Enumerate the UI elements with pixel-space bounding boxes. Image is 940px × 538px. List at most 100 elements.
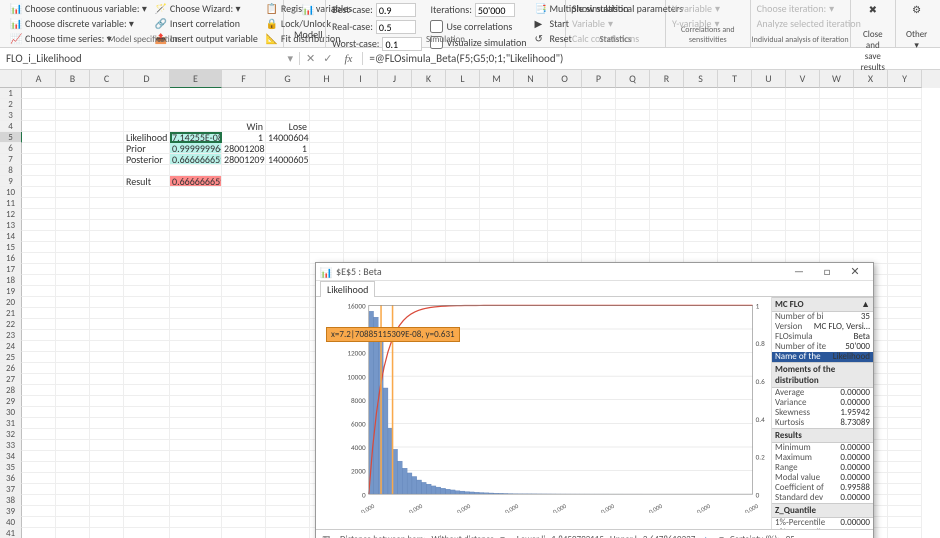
cell[interactable] <box>56 308 90 319</box>
cell[interactable] <box>170 308 222 319</box>
cell[interactable] <box>222 198 266 209</box>
cell[interactable] <box>22 308 56 319</box>
cell[interactable] <box>90 220 124 231</box>
cell[interactable] <box>124 99 170 110</box>
cell[interactable] <box>56 374 90 385</box>
cell[interactable] <box>820 209 854 220</box>
cell[interactable]: Prior <box>124 143 170 154</box>
cell[interactable] <box>170 121 222 132</box>
cell[interactable] <box>22 110 56 121</box>
distance-select[interactable]: Without distance <box>431 534 494 538</box>
cell[interactable] <box>124 451 170 462</box>
cell[interactable] <box>888 286 922 297</box>
cell[interactable] <box>266 396 310 407</box>
cell[interactable] <box>446 154 480 165</box>
row-header[interactable]: 35 <box>0 462 22 473</box>
row-header[interactable]: 4 <box>0 121 22 132</box>
cell[interactable] <box>616 231 650 242</box>
cell[interactable] <box>548 198 582 209</box>
cell[interactable] <box>446 143 480 154</box>
row-header[interactable]: 5 <box>0 132 22 143</box>
cell[interactable] <box>222 275 266 286</box>
cell[interactable] <box>90 451 124 462</box>
cell[interactable] <box>514 99 548 110</box>
cell[interactable] <box>786 198 820 209</box>
cell[interactable] <box>548 110 582 121</box>
cell[interactable] <box>582 132 616 143</box>
cell[interactable] <box>222 506 266 517</box>
cell[interactable] <box>820 187 854 198</box>
cell[interactable] <box>718 231 752 242</box>
cell[interactable] <box>514 88 548 99</box>
cell[interactable] <box>888 132 922 143</box>
cell[interactable] <box>22 143 56 154</box>
cell[interactable] <box>582 242 616 253</box>
cell[interactable]: Likelihood <box>124 132 170 143</box>
cell[interactable] <box>90 308 124 319</box>
cell[interactable] <box>582 121 616 132</box>
cell[interactable] <box>170 451 222 462</box>
cell[interactable] <box>22 484 56 495</box>
panel-quantile[interactable]: Z_Quantile <box>772 503 873 518</box>
cell[interactable] <box>752 198 786 209</box>
cell[interactable] <box>344 99 378 110</box>
cell[interactable] <box>90 528 124 538</box>
cell[interactable] <box>56 385 90 396</box>
cell[interactable] <box>854 121 888 132</box>
cell[interactable] <box>266 231 310 242</box>
cell[interactable] <box>90 473 124 484</box>
cell[interactable] <box>22 88 56 99</box>
cell[interactable] <box>378 231 412 242</box>
cell[interactable] <box>170 517 222 528</box>
cell[interactable] <box>684 231 718 242</box>
cell[interactable] <box>222 341 266 352</box>
cell[interactable] <box>480 220 514 231</box>
cell[interactable] <box>222 363 266 374</box>
row-header[interactable]: 33 <box>0 440 22 451</box>
cell[interactable] <box>56 99 90 110</box>
cell[interactable] <box>480 88 514 99</box>
row-header[interactable]: 28 <box>0 385 22 396</box>
col-header[interactable]: C <box>90 70 124 88</box>
cell[interactable] <box>718 143 752 154</box>
cell[interactable] <box>616 220 650 231</box>
cell[interactable] <box>480 165 514 176</box>
cell[interactable] <box>854 176 888 187</box>
cell[interactable] <box>90 242 124 253</box>
cell[interactable] <box>616 110 650 121</box>
cell[interactable] <box>854 110 888 121</box>
cell[interactable] <box>310 88 344 99</box>
cell[interactable] <box>616 143 650 154</box>
cell[interactable] <box>56 187 90 198</box>
row-header[interactable]: 8 <box>0 165 22 176</box>
cell[interactable] <box>170 242 222 253</box>
cell[interactable] <box>378 176 412 187</box>
cell[interactable] <box>786 88 820 99</box>
cell[interactable] <box>266 165 310 176</box>
insert-correlation[interactable]: 🔗Insert correlation <box>153 17 260 31</box>
cell[interactable] <box>266 440 310 451</box>
cell[interactable] <box>514 187 548 198</box>
cell[interactable] <box>266 209 310 220</box>
cell[interactable] <box>786 121 820 132</box>
cell[interactable] <box>854 187 888 198</box>
bestcase-input[interactable] <box>376 3 416 17</box>
col-header[interactable]: F <box>222 70 266 88</box>
cell[interactable] <box>170 341 222 352</box>
row-header[interactable]: 32 <box>0 429 22 440</box>
cell[interactable] <box>718 88 752 99</box>
iterations-input[interactable] <box>475 3 515 17</box>
cell[interactable] <box>854 231 888 242</box>
cell[interactable] <box>616 242 650 253</box>
cell[interactable] <box>582 209 616 220</box>
cell[interactable] <box>124 429 170 440</box>
cell[interactable] <box>888 154 922 165</box>
cell[interactable] <box>786 165 820 176</box>
row-header[interactable]: 6 <box>0 143 22 154</box>
cell[interactable] <box>170 374 222 385</box>
cell[interactable] <box>820 231 854 242</box>
cell[interactable] <box>582 198 616 209</box>
cell[interactable] <box>266 176 310 187</box>
cell[interactable] <box>90 264 124 275</box>
cell[interactable] <box>266 187 310 198</box>
